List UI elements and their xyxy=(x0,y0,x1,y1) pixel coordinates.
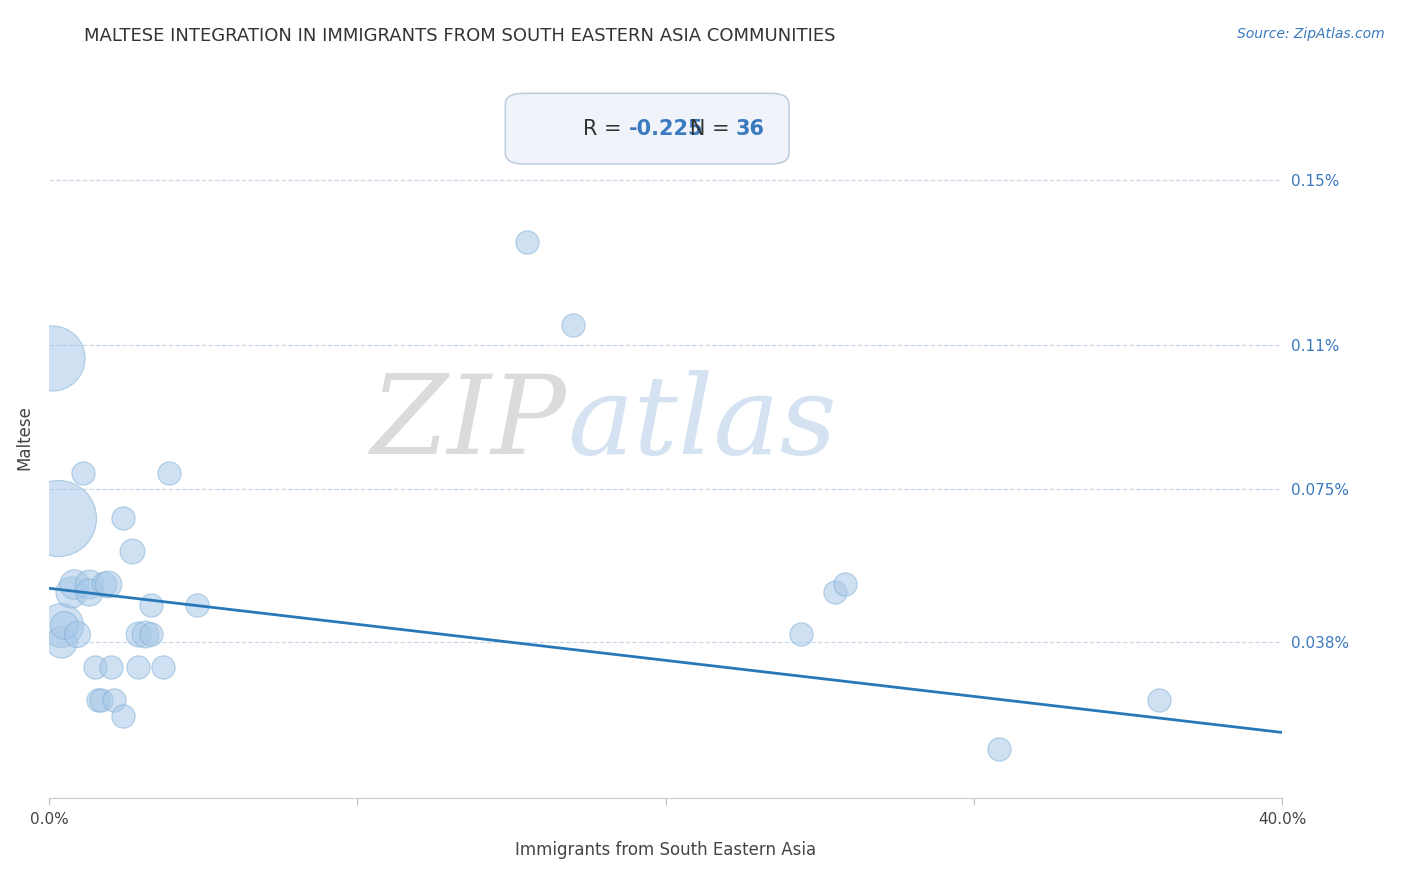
Text: 36: 36 xyxy=(735,119,765,138)
Point xyxy=(103,692,125,706)
Point xyxy=(186,598,208,612)
Point xyxy=(516,235,538,250)
Point xyxy=(96,577,118,591)
Point xyxy=(111,709,134,723)
Point xyxy=(77,585,100,599)
Point xyxy=(139,626,162,640)
X-axis label: Immigrants from South Eastern Asia: Immigrants from South Eastern Asia xyxy=(515,841,817,859)
Point xyxy=(77,577,100,591)
Point xyxy=(53,618,76,632)
FancyBboxPatch shape xyxy=(505,94,789,164)
Point xyxy=(1147,692,1170,706)
Point xyxy=(824,585,846,599)
Point xyxy=(157,466,180,480)
Text: atlas: atlas xyxy=(567,370,837,477)
Point xyxy=(127,626,149,640)
Point xyxy=(87,692,110,706)
Text: ZIP: ZIP xyxy=(371,370,567,477)
Point xyxy=(127,659,149,673)
Text: MALTESE INTEGRATION IN IMMIGRANTS FROM SOUTH EASTERN ASIA COMMUNITIES: MALTESE INTEGRATION IN IMMIGRANTS FROM S… xyxy=(84,27,835,45)
Text: -0.225: -0.225 xyxy=(628,119,703,138)
Point xyxy=(152,659,174,673)
Point xyxy=(59,585,82,599)
Point xyxy=(51,635,73,649)
Point xyxy=(72,466,94,480)
Point xyxy=(111,511,134,525)
Text: R =: R = xyxy=(583,119,628,138)
Point xyxy=(62,577,84,591)
Point xyxy=(90,692,112,706)
Point xyxy=(987,742,1010,756)
Point xyxy=(66,626,89,640)
Point xyxy=(93,577,115,591)
Point xyxy=(46,511,69,525)
Text: N =: N = xyxy=(669,119,735,138)
Text: Source: ZipAtlas.com: Source: ZipAtlas.com xyxy=(1237,27,1385,41)
Point xyxy=(139,598,162,612)
Y-axis label: Maltese: Maltese xyxy=(15,406,32,470)
Point xyxy=(41,351,63,365)
Point xyxy=(84,659,107,673)
Point xyxy=(121,544,143,558)
Point xyxy=(834,577,856,591)
Point xyxy=(790,626,813,640)
Point xyxy=(100,659,122,673)
Point xyxy=(562,318,585,332)
Point xyxy=(51,618,73,632)
Point xyxy=(134,626,156,640)
